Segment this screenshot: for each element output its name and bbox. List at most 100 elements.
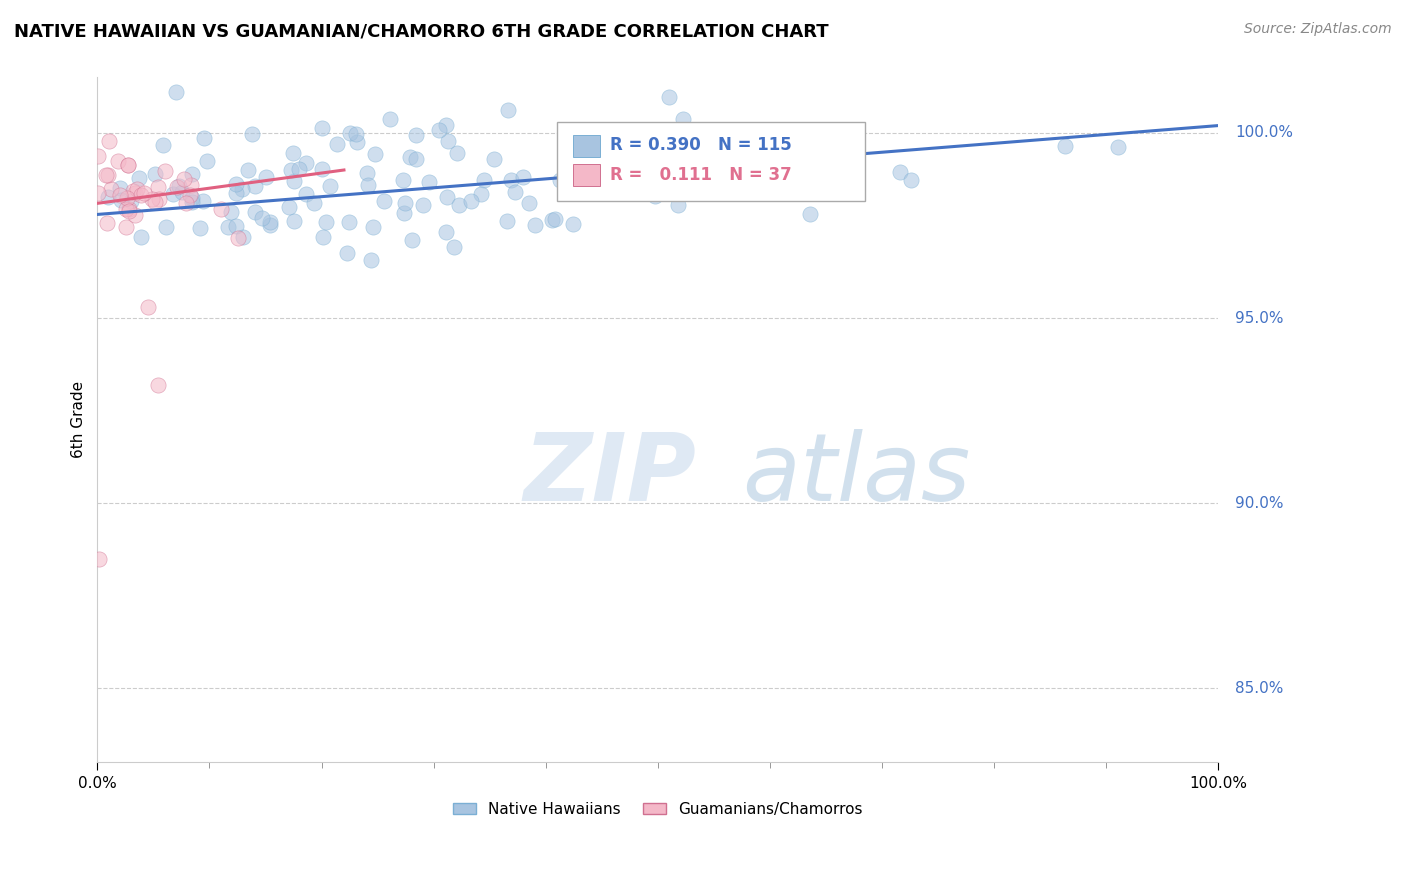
Point — [544, 212, 567, 227]
Point — [143, 167, 166, 181]
Point — [124, 208, 146, 222]
Point — [644, 136, 666, 151]
Point — [173, 172, 195, 186]
Point — [558, 133, 581, 147]
Point — [96, 190, 118, 204]
Point — [115, 191, 138, 205]
Point — [356, 165, 378, 179]
Point — [225, 178, 247, 192]
Point — [373, 194, 395, 208]
Point — [405, 152, 427, 166]
Point — [337, 215, 360, 229]
Point — [245, 179, 267, 194]
Point — [361, 219, 384, 234]
Point — [245, 204, 267, 219]
Point — [434, 118, 457, 132]
Point — [179, 188, 201, 202]
Text: atlas: atlas — [742, 429, 970, 520]
Point — [318, 179, 340, 194]
Point — [472, 173, 495, 187]
Point — [148, 192, 170, 206]
Point — [107, 153, 129, 168]
Point — [231, 182, 253, 196]
Point — [148, 180, 170, 194]
Point — [294, 156, 316, 170]
Point — [600, 160, 623, 174]
Point — [217, 220, 239, 235]
Point — [181, 194, 204, 209]
Point — [87, 149, 110, 163]
Point — [165, 86, 187, 100]
Point — [555, 134, 578, 148]
Point — [900, 173, 922, 187]
Point — [152, 138, 174, 153]
Point — [339, 126, 361, 140]
Point — [226, 230, 249, 244]
Point — [221, 204, 243, 219]
Point — [738, 150, 761, 164]
Point — [190, 221, 212, 235]
Point — [434, 226, 457, 240]
Point — [436, 189, 458, 203]
Point — [180, 178, 202, 192]
Point — [524, 218, 547, 232]
Point — [280, 163, 302, 178]
Point — [689, 171, 711, 186]
Point — [401, 233, 423, 247]
Point — [302, 196, 325, 211]
Point — [129, 230, 152, 244]
Point — [394, 205, 416, 219]
Text: 95.0%: 95.0% — [1234, 310, 1284, 326]
Point — [108, 181, 131, 195]
Point — [380, 112, 402, 126]
Point — [326, 137, 349, 152]
Point — [180, 191, 202, 205]
Point — [132, 186, 155, 200]
Point — [117, 158, 139, 172]
Y-axis label: 6th Grade: 6th Grade — [72, 382, 86, 458]
Point — [225, 186, 247, 201]
Point — [240, 127, 263, 141]
Point — [540, 213, 562, 227]
Point — [100, 182, 122, 196]
Point — [499, 173, 522, 187]
Point — [238, 162, 260, 177]
Point — [131, 187, 153, 202]
Point — [398, 150, 420, 164]
Text: ZIP: ZIP — [523, 429, 696, 521]
Point — [392, 173, 415, 187]
Point — [120, 194, 142, 209]
Point — [658, 90, 681, 104]
Point — [124, 186, 146, 201]
Point — [666, 197, 689, 211]
Point — [405, 128, 427, 143]
Text: 90.0%: 90.0% — [1234, 496, 1284, 511]
Point — [550, 173, 572, 187]
Point — [609, 170, 631, 185]
FancyBboxPatch shape — [557, 122, 865, 201]
Point — [460, 194, 482, 208]
Point — [141, 192, 163, 206]
Point — [97, 168, 120, 182]
Point — [114, 219, 136, 234]
Point — [170, 185, 193, 199]
Point — [136, 300, 159, 314]
Point — [344, 127, 367, 141]
Point — [211, 202, 233, 217]
Point — [128, 171, 150, 186]
Point — [94, 169, 117, 183]
Point — [578, 124, 600, 138]
Text: 85.0%: 85.0% — [1234, 681, 1284, 696]
Point — [519, 195, 541, 210]
Point — [412, 198, 434, 212]
Point — [167, 178, 190, 193]
Point — [155, 220, 177, 235]
Point — [110, 188, 132, 202]
Point — [278, 201, 301, 215]
Point — [174, 195, 197, 210]
Point — [153, 164, 176, 178]
Point — [447, 197, 470, 211]
Point — [166, 179, 188, 194]
Text: NATIVE HAWAIIAN VS GUAMANIAN/CHAMORRO 6TH GRADE CORRELATION CHART: NATIVE HAWAIIAN VS GUAMANIAN/CHAMORRO 6T… — [14, 22, 828, 40]
Point — [283, 174, 305, 188]
